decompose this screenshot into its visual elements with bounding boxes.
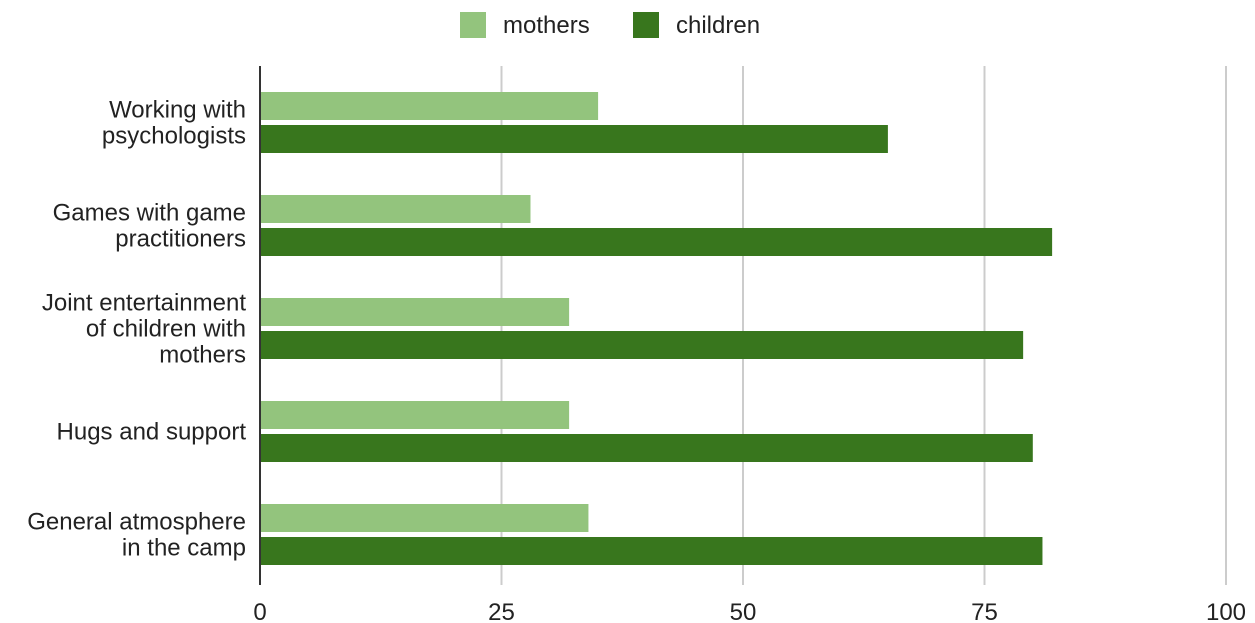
bar-mothers-1 — [260, 195, 531, 223]
x-tick-label-0: 0 — [253, 599, 266, 623]
category-label-4: General atmosphere in the camp — [27, 509, 246, 562]
bar-children-1 — [260, 228, 1053, 256]
tick-labels: 0 25 50 75 100 — [253, 599, 1246, 623]
legend-label-children: children — [676, 12, 760, 39]
category-label-0: Working with psychologists — [102, 97, 246, 150]
bar-children-4 — [260, 537, 1043, 565]
x-tick-label-50: 50 — [730, 599, 757, 623]
bar-mothers-4 — [260, 504, 589, 532]
bar-mothers-3 — [260, 401, 570, 429]
legend: mothers children — [460, 12, 760, 39]
x-tick-label-75: 75 — [971, 599, 998, 623]
legend-label-mothers: mothers — [503, 12, 590, 39]
category-labels: Working with psychologists Games with game… — [27, 97, 246, 562]
bars — [260, 92, 1053, 565]
legend-swatch-mothers — [460, 12, 486, 38]
bar-mothers-2 — [260, 298, 570, 326]
category-label-1: Games with game practitioners — [53, 200, 246, 253]
x-tick-label-25: 25 — [488, 599, 515, 623]
bar-children-0 — [260, 125, 888, 153]
bar-children-3 — [260, 434, 1033, 462]
category-label-2: Joint entertainment of children with mothe… — [42, 290, 246, 369]
legend-swatch-children — [633, 12, 659, 38]
bar-children-2 — [260, 331, 1024, 359]
category-label-3: Hugs and support — [57, 419, 247, 446]
bar-mothers-0 — [260, 92, 599, 120]
x-tick-label-100: 100 — [1206, 599, 1246, 623]
